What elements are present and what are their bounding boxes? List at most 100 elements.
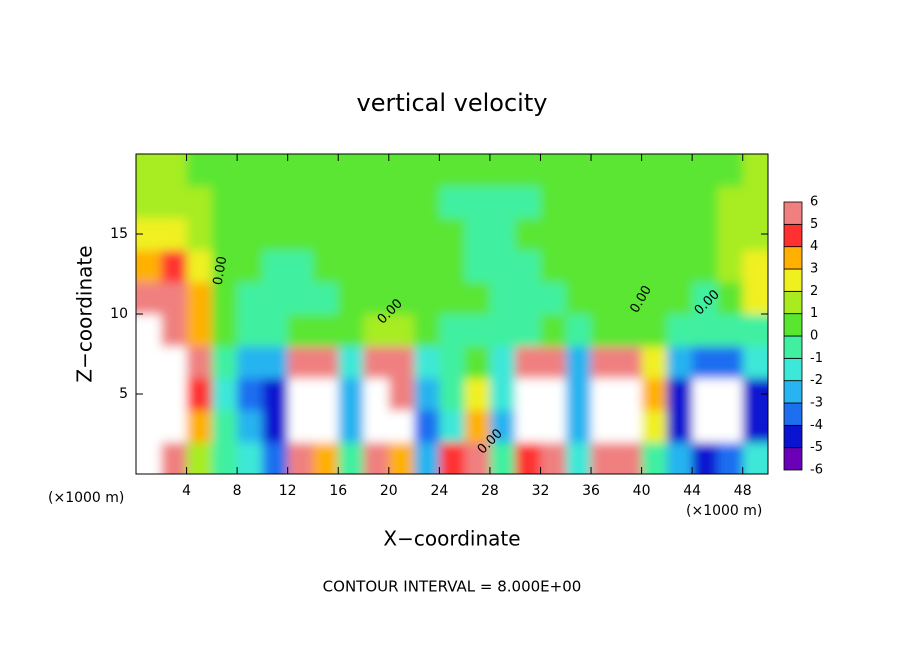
- field-cell: [489, 186, 516, 219]
- field-cell: [338, 186, 365, 219]
- y-tick-label: 5: [119, 386, 128, 402]
- field-cell: [186, 250, 213, 283]
- field-cell: [388, 282, 415, 315]
- x-tick-label: 24: [430, 483, 448, 499]
- field-cell: [237, 314, 263, 347]
- colorbar-swatch: [783, 268, 803, 292]
- field-cell: [742, 154, 768, 187]
- colorbar-label: -3: [810, 396, 823, 411]
- field-cell: [287, 250, 314, 283]
- field-cell: [742, 410, 768, 443]
- field-cell: [742, 314, 768, 347]
- field-cell: [312, 346, 339, 379]
- field-cell: [515, 314, 541, 347]
- field-cell: [489, 410, 516, 443]
- field-cell: [186, 314, 213, 347]
- field-cell: [414, 314, 440, 347]
- field-cell: [312, 250, 339, 283]
- field-cell: [439, 282, 466, 315]
- contour-label: 0.00: [211, 255, 231, 286]
- field-cell: [237, 378, 263, 411]
- field-cell: [464, 250, 491, 283]
- field-cell: [262, 442, 289, 474]
- field-cell: [363, 218, 390, 251]
- field-cell: [742, 346, 768, 379]
- field-cell: [666, 282, 693, 315]
- field-cell: [489, 218, 516, 251]
- field-cell: [616, 314, 643, 347]
- field-cell: [717, 442, 744, 474]
- field-cell: [692, 282, 718, 315]
- field-cell: [363, 314, 390, 347]
- field-cell: [136, 314, 162, 347]
- field-cell: [439, 250, 466, 283]
- field-cell: [565, 186, 592, 219]
- field-cell: [641, 250, 668, 283]
- field-cell: [161, 442, 188, 474]
- field-cell: [692, 186, 718, 219]
- field-cell: [136, 154, 162, 187]
- field-cell: [540, 442, 567, 474]
- field-cell: [565, 154, 592, 187]
- field-cell: [237, 282, 263, 315]
- field-cell: [717, 346, 744, 379]
- colorbar-swatch: [783, 357, 803, 382]
- field-cell: [565, 346, 592, 379]
- field-cell: [262, 282, 289, 315]
- x-tick-label: 36: [582, 483, 600, 499]
- colorbar-label: 2: [810, 284, 818, 299]
- field-cell: [186, 154, 213, 187]
- field-cell: [464, 154, 491, 187]
- field-cell: [262, 410, 289, 443]
- field-cell: [414, 186, 440, 219]
- field-cell: [363, 378, 390, 411]
- field-cell: [641, 154, 668, 187]
- field-cell: [692, 218, 718, 251]
- field-cell: [717, 282, 744, 315]
- field-cell: [666, 186, 693, 219]
- field-cell: [338, 282, 365, 315]
- field-cell: [211, 378, 238, 411]
- field-cell: [591, 378, 617, 411]
- field-cell: [136, 346, 162, 379]
- field-cell: [186, 218, 213, 251]
- field-cell: [692, 410, 718, 443]
- field-cell: [136, 282, 162, 315]
- colorbar-label: 6: [810, 195, 818, 210]
- field-cell: [338, 410, 365, 443]
- field-cell: [136, 186, 162, 219]
- field-cell: [363, 250, 390, 283]
- field-cell: [211, 282, 238, 315]
- field-cell: [388, 314, 415, 347]
- field-cell: [489, 346, 516, 379]
- field-cell: [515, 154, 541, 187]
- colorbar-swatch: [783, 313, 803, 337]
- colorbar-swatch: [783, 424, 803, 449]
- field-cell: [287, 186, 314, 219]
- colorbar-label: -4: [810, 418, 823, 433]
- colorbar-label: 3: [810, 262, 818, 277]
- field-cell: [312, 218, 339, 251]
- field-cell: [591, 314, 617, 347]
- field-cell: [136, 250, 162, 283]
- field-cell: [237, 346, 263, 379]
- field-cell: [464, 410, 491, 443]
- field-cell: [161, 154, 188, 187]
- field-cell: [692, 154, 718, 187]
- field-cell: [616, 378, 643, 411]
- field-cell: [641, 314, 668, 347]
- x-tick-label: 12: [279, 483, 297, 499]
- x-tick-label: 20: [380, 483, 398, 499]
- field-cell: [363, 282, 390, 315]
- field-cell: [616, 186, 643, 219]
- field-cell: [262, 250, 289, 283]
- field-cell: [591, 218, 617, 251]
- field-cell: [312, 154, 339, 187]
- field-cell: [338, 346, 365, 379]
- field-cell: [237, 250, 263, 283]
- field-cell: [616, 346, 643, 379]
- field-cell: [287, 314, 314, 347]
- field-cell: [211, 250, 238, 283]
- field-cell: [287, 442, 314, 474]
- field-cell: [287, 282, 314, 315]
